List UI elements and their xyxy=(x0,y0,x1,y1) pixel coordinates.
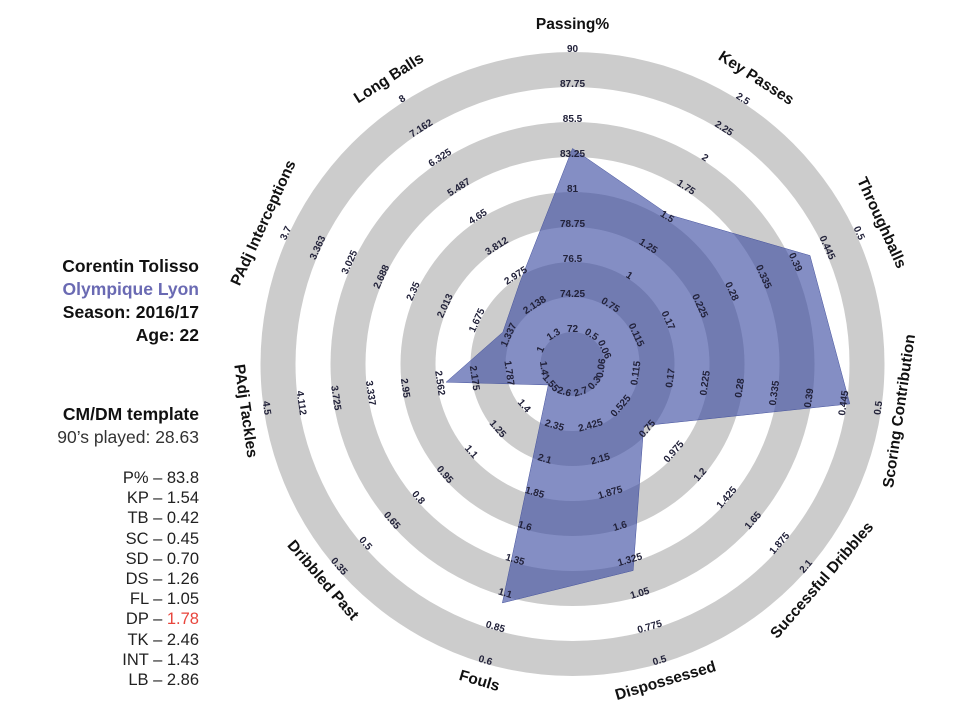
svg-text:Fouls: Fouls xyxy=(457,667,501,695)
svg-text:1.4: 1.4 xyxy=(537,361,550,377)
svg-text:Scoring Contribution: Scoring Contribution xyxy=(880,333,919,489)
svg-text:74.25: 74.25 xyxy=(560,289,585,300)
svg-text:76.5: 76.5 xyxy=(563,254,583,265)
svg-text:83.25: 83.25 xyxy=(560,149,585,160)
svg-text:90: 90 xyxy=(567,44,579,55)
svg-text:Passing%: Passing% xyxy=(536,16,609,33)
svg-text:85.5: 85.5 xyxy=(563,114,583,125)
svg-text:PAdj Tackles: PAdj Tackles xyxy=(230,363,260,459)
svg-text:87.75: 87.75 xyxy=(560,79,585,90)
svg-text:0.5: 0.5 xyxy=(872,400,885,416)
svg-text:4.5: 4.5 xyxy=(260,400,273,416)
svg-text:81: 81 xyxy=(567,184,579,195)
svg-text:78.75: 78.75 xyxy=(560,219,585,230)
svg-text:72: 72 xyxy=(567,324,579,335)
